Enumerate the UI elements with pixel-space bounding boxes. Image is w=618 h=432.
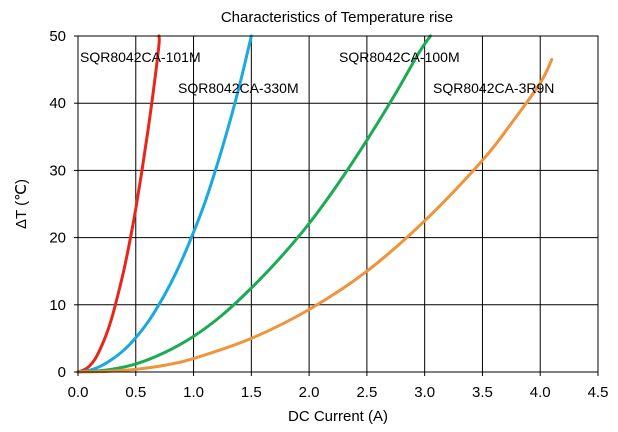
y-tick-label: 50 xyxy=(49,28,66,45)
x-axis-label: DC Current (A) xyxy=(288,408,388,425)
y-tick-label: 20 xyxy=(49,230,66,247)
series-line-330m xyxy=(76,34,253,374)
series-line-3r9n xyxy=(76,58,554,374)
x-tick-label: 4.0 xyxy=(530,384,551,401)
series-label-3r9n: SQR8042CA-3R9N xyxy=(433,80,554,96)
x-tick-label: 0.5 xyxy=(125,384,146,401)
x-tick-label: 3.5 xyxy=(472,384,493,401)
y-tick-label: 10 xyxy=(49,297,66,314)
series-group xyxy=(76,34,554,374)
series-label-100m: SQR8042CA-100M xyxy=(339,49,460,65)
x-tick-label: 3.0 xyxy=(414,384,435,401)
y-tick-label: 30 xyxy=(49,162,66,179)
x-tick-label: 1.5 xyxy=(241,384,262,401)
plot-area-border xyxy=(77,35,599,373)
x-axis: 0.0 0.5 1.0 1.5 2.0 2.5 3.0 3.5 4.0 4.5 xyxy=(68,372,609,401)
chart-title: Characteristics of Temperature rise xyxy=(221,9,453,26)
grid-lines xyxy=(78,36,598,372)
x-tick-label: 4.5 xyxy=(588,384,609,401)
y-tick-label: 40 xyxy=(49,95,66,112)
y-axis: 0 10 20 30 40 50 xyxy=(49,28,78,381)
series-label-330m: SQR8042CA-330M xyxy=(178,80,299,96)
x-tick-label: 1.0 xyxy=(183,384,204,401)
series-line-100m xyxy=(76,34,432,374)
x-tick-label: 0.0 xyxy=(68,384,89,401)
series-label-101m: SQR8042CA-101M xyxy=(80,49,201,65)
x-tick-label: 2.5 xyxy=(356,384,377,401)
x-tick-label: 2.0 xyxy=(299,384,320,401)
y-tick-label: 0 xyxy=(58,364,66,381)
y-axis-label: ΔT (℃) xyxy=(13,179,30,229)
series-line-101m xyxy=(76,34,161,374)
